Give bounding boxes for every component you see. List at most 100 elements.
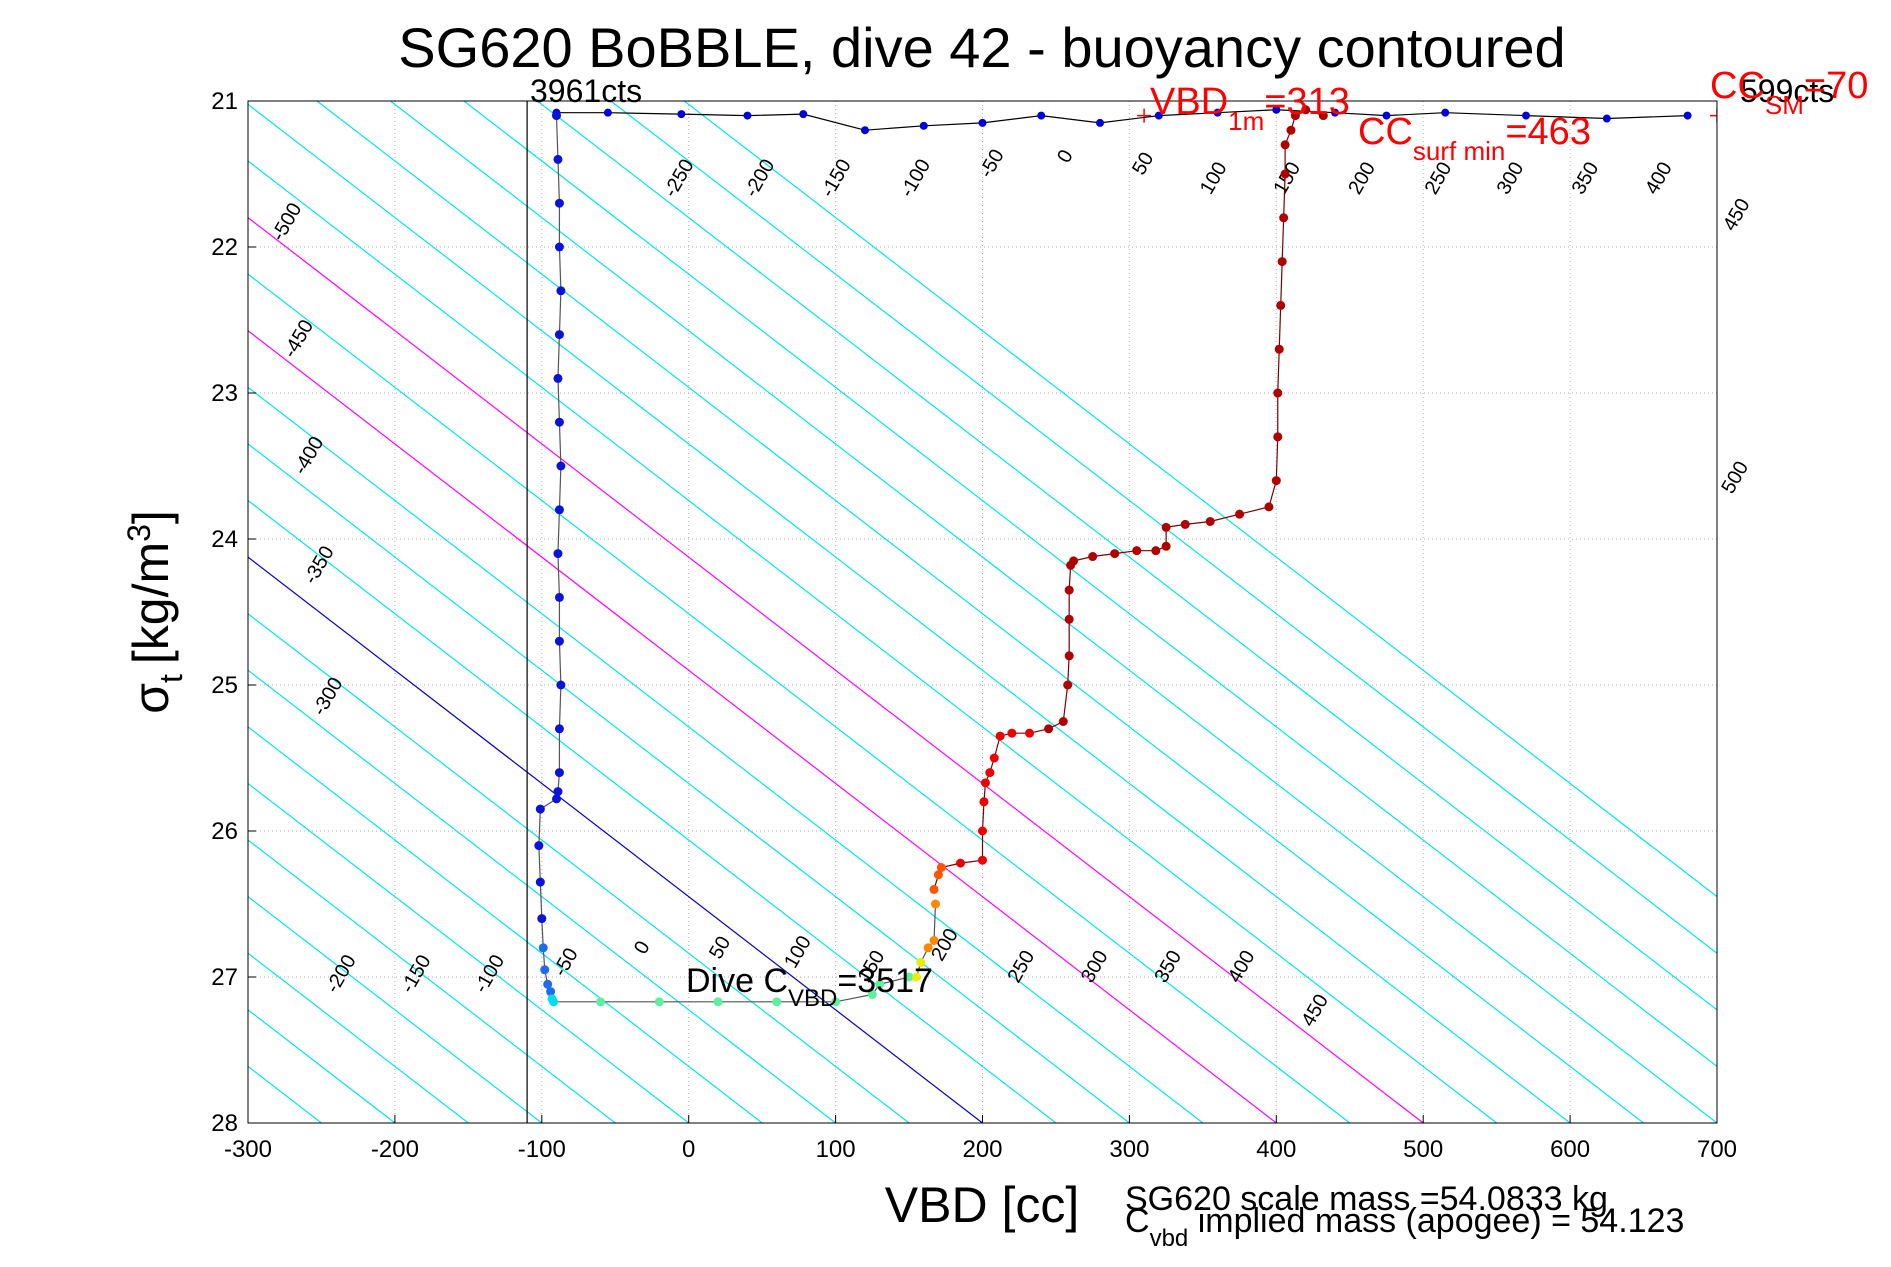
surface-trace-point <box>1154 111 1163 120</box>
contour-line <box>463 101 1717 1068</box>
climb-trace-point <box>1064 614 1074 624</box>
dive-cvbd-rest: =3517 <box>837 962 933 1000</box>
climb-trace-point <box>1069 556 1079 566</box>
dive-trace-point <box>713 997 723 1007</box>
x-tick-label: 700 <box>1697 1136 1737 1163</box>
climb-trace-point <box>1279 213 1289 223</box>
dive-trace-point <box>596 997 606 1007</box>
y-tick-label: 22 <box>211 234 238 261</box>
contour-line <box>248 160 1498 1123</box>
climb-trace-point <box>980 778 990 788</box>
contour-line <box>248 216 1424 1123</box>
surface-trace-point <box>978 118 987 127</box>
scale-mass-text: SG620 scale mass =54.0833 kg <box>1125 1180 1608 1218</box>
dive-trace-point <box>923 943 933 953</box>
y-label-close: ] <box>123 510 179 524</box>
y-tick-label: 21 <box>211 88 238 115</box>
buoyancy-contours <box>248 101 1717 1123</box>
dive-trace-point <box>553 549 563 559</box>
surface-trace-point <box>743 111 752 120</box>
cc-surf-min-rest: =463 <box>1505 111 1591 153</box>
y-label-main: σ <box>123 683 179 714</box>
surface-trace-point <box>1272 105 1281 114</box>
red-plus-marker <box>1137 108 1152 123</box>
cts-top-left-label: 3961cts <box>530 73 642 109</box>
contour-line <box>248 669 836 1123</box>
climb-trace-point <box>1301 105 1311 115</box>
cts-top-right-label: 599cts <box>1740 73 1834 109</box>
contour-line <box>537 101 1717 1011</box>
dive-trace-point <box>537 914 547 924</box>
x-tick-label: -200 <box>371 1136 419 1163</box>
dive-trace-point <box>534 841 544 851</box>
y-tick-label: 23 <box>211 380 238 407</box>
dive-trace-point <box>556 461 566 471</box>
surface-trace-point <box>1602 114 1611 123</box>
y-tick-label: 28 <box>211 1110 238 1137</box>
dive-trace-point <box>540 965 550 975</box>
surface-trace-point <box>1331 108 1340 117</box>
climb-trace-point <box>1161 541 1171 551</box>
climb-trace-point <box>1318 111 1328 121</box>
climb-trace-point <box>1274 344 1284 354</box>
y-label-sup: 3 <box>121 524 157 542</box>
dive-trace-point <box>875 979 885 989</box>
climb-trace-point <box>1264 502 1274 512</box>
x-tick-label: 200 <box>962 1136 1002 1163</box>
cc-sm-sub: SM <box>1765 90 1804 120</box>
dive-cvbd-sub: VBD <box>788 985 837 1012</box>
climb-trace-point <box>1280 169 1290 179</box>
climb-trace-point <box>1286 125 1296 135</box>
dive-trace-point <box>543 979 553 989</box>
contour-line <box>248 499 1057 1123</box>
vbd1m-sub: 1m <box>1228 106 1264 136</box>
climb-trace-point <box>929 884 939 894</box>
climb-trace-point <box>1064 585 1074 595</box>
dive-trace-point <box>554 198 564 208</box>
surface-trace-point <box>1683 111 1692 120</box>
climb-trace-point <box>1088 552 1098 562</box>
dive-cvbd-main: Dive C <box>686 962 788 1000</box>
chart-title: SG620 BoBBLE, dive 42 - buoyancy contour… <box>398 16 1565 79</box>
climb-trace-point <box>955 858 965 868</box>
climb-trace-point <box>1132 546 1142 556</box>
climb-trace-point <box>995 731 1005 741</box>
x-tick-label: 0 <box>682 1136 695 1163</box>
data-traces <box>526 101 1717 1123</box>
contour-line <box>248 556 983 1123</box>
dive-trace-point <box>546 987 556 997</box>
climb-trace-point <box>1276 300 1286 310</box>
contour-line <box>248 612 910 1123</box>
dive-trace-point <box>916 957 926 967</box>
dive-trace-point <box>554 636 564 646</box>
red-plus-marker <box>1710 108 1717 123</box>
cc-sm-main: CC <box>1710 65 1765 107</box>
dive-trace-point <box>554 592 564 602</box>
contour-line <box>248 443 1130 1123</box>
surface-trace-point <box>919 121 928 130</box>
surface-trace-point <box>860 126 869 135</box>
contour-line <box>248 273 1351 1123</box>
climb-trace-point <box>1007 728 1017 738</box>
y-label-unit: [kg/m <box>123 542 179 664</box>
contour-line <box>248 726 763 1123</box>
vbd1m-annotation: VBD1m=313 <box>1150 81 1350 136</box>
contour-line <box>316 101 1644 1123</box>
dive-trace-point <box>551 794 561 804</box>
dive-trace-point <box>554 242 564 252</box>
contour-line <box>683 101 1717 898</box>
surface-trace-point <box>1096 118 1105 127</box>
climb-trace-point <box>1273 388 1283 398</box>
climb-trace-point <box>1277 257 1287 267</box>
dive-trace-point <box>535 877 545 887</box>
climb-trace-point <box>1064 651 1074 661</box>
y-tick-label: 26 <box>211 818 238 845</box>
dive-trace-point <box>904 972 914 982</box>
climb-trace-point <box>1063 680 1073 690</box>
contour-line <box>610 101 1717 954</box>
dive-trace-point <box>553 154 563 164</box>
contour-line <box>248 839 616 1123</box>
cc-sm-rest: =70 <box>1804 65 1868 107</box>
